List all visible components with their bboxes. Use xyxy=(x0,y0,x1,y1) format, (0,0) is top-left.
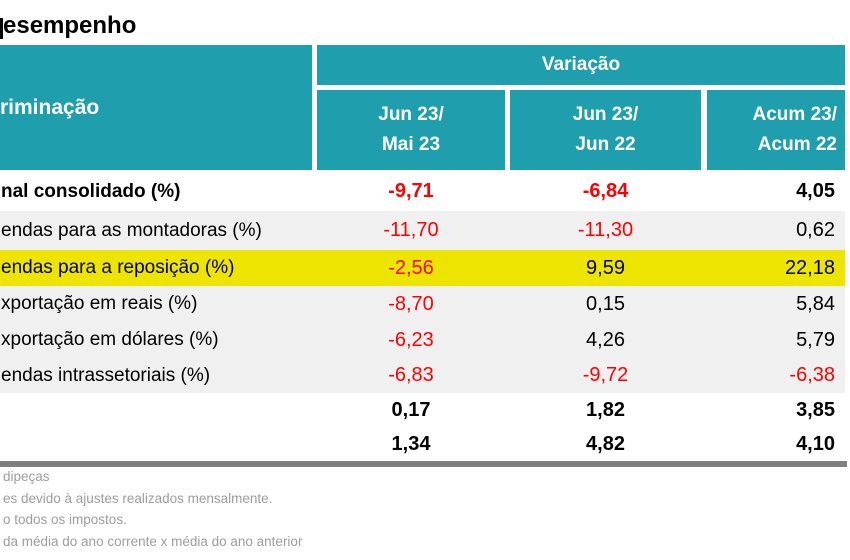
row-label xyxy=(0,427,312,461)
header-line: Mai 23 xyxy=(381,134,441,155)
row-value: -6,38 xyxy=(789,364,835,386)
row-value: 5,79 xyxy=(796,328,835,351)
footnote-line: es devido à ajustes realizados mensalmen… xyxy=(3,490,273,506)
header-line: Jun 23/ xyxy=(572,104,639,125)
column-header-jun23-jun22: Jun 23/ Jun 22 xyxy=(510,90,701,170)
row-value: 4,05 xyxy=(796,180,835,202)
row-value: 4,10 xyxy=(796,432,835,455)
table-row-unlabeled-2: 1,34 4,82 4,10 xyxy=(0,427,845,461)
row-value: -6,23 xyxy=(388,328,434,351)
header-line: Acum 23/ xyxy=(752,104,837,125)
row-value: -2,56 xyxy=(388,256,434,279)
row-value: 0,15 xyxy=(586,292,625,315)
header-line: Jun 22 xyxy=(575,134,636,155)
row-label: nal consolidado (%) xyxy=(1,180,181,202)
cut-letter-sliver xyxy=(0,18,3,39)
header-line: Acum 22 xyxy=(757,134,837,155)
row-value: -11,70 xyxy=(383,219,439,241)
row-value: 4,82 xyxy=(586,432,625,455)
row-value: -6,83 xyxy=(388,364,434,386)
table-row-intrassetoriais: endas intrassetoriais (%) -6,83 -9,72 -6… xyxy=(0,358,845,393)
row-value: 1,82 xyxy=(586,398,625,421)
group-header-label: Variação xyxy=(541,54,621,75)
footnote-line: dipeças xyxy=(3,469,50,484)
row-label: xportação em reais (%) xyxy=(1,293,198,314)
table-row-exportacao-reais: xportação em reais (%) -8,70 0,15 5,84 xyxy=(0,286,845,322)
row-value: -11,30 xyxy=(577,219,634,241)
row-value: 22,18 xyxy=(784,256,835,279)
group-header-variacao: Variação xyxy=(317,45,845,85)
header-line: Jun 23/ xyxy=(378,104,444,125)
table-row-exportacao-dolares: xportação em dólares (%) -6,23 4,26 5,79 xyxy=(0,322,845,358)
table-row-reposicao-highlighted: endas para a reposição (%) -2,56 9,59 22… xyxy=(0,250,845,286)
row-value: -8,70 xyxy=(388,292,434,315)
column-header-jun23-mai23: Jun 23/ Mai 23 xyxy=(317,90,505,170)
row-value: 0,62 xyxy=(796,219,835,241)
row-label: xportação em dólares (%) xyxy=(1,329,219,350)
row-value: 0,17 xyxy=(391,398,431,421)
table-row-unlabeled-1: 0,17 1,82 3,85 xyxy=(0,393,845,427)
row-value: 9,59 xyxy=(586,256,625,279)
row-value: -9,71 xyxy=(388,180,434,202)
table-bottom-border xyxy=(0,461,847,467)
row-value: 4,26 xyxy=(586,328,625,351)
row-label xyxy=(0,393,312,427)
footnote-line: o todos os impostos. xyxy=(3,512,127,527)
column-header-acum23-acum22: Acum 23/ Acum 22 xyxy=(707,90,845,170)
row-label: endas para a reposição (%) xyxy=(1,257,235,278)
row-label: endas para as montadoras (%) xyxy=(1,219,262,241)
row-value: -6,84 xyxy=(582,180,629,202)
table-row-consolidado: nal consolidado (%) -9,71 -6,84 4,05 xyxy=(0,172,845,211)
row-value: 5,84 xyxy=(796,292,835,315)
page-title: esempenho xyxy=(3,12,137,39)
table-row-montadoras: endas para as montadoras (%) -11,70 -11,… xyxy=(0,211,845,250)
footnote-line: da média do ano corrente x média do ano … xyxy=(3,533,303,549)
column-header-discriminacao: riminação xyxy=(0,45,312,170)
row-value: -9,72 xyxy=(582,364,629,386)
row-label: endas intrassetoriais (%) xyxy=(1,364,211,386)
row-value: 3,85 xyxy=(796,398,835,421)
footnotes: dipeças es devido à ajustes realizados m… xyxy=(3,466,302,552)
row-value: 1,34 xyxy=(391,432,431,455)
column-header-label: riminação xyxy=(0,95,100,119)
